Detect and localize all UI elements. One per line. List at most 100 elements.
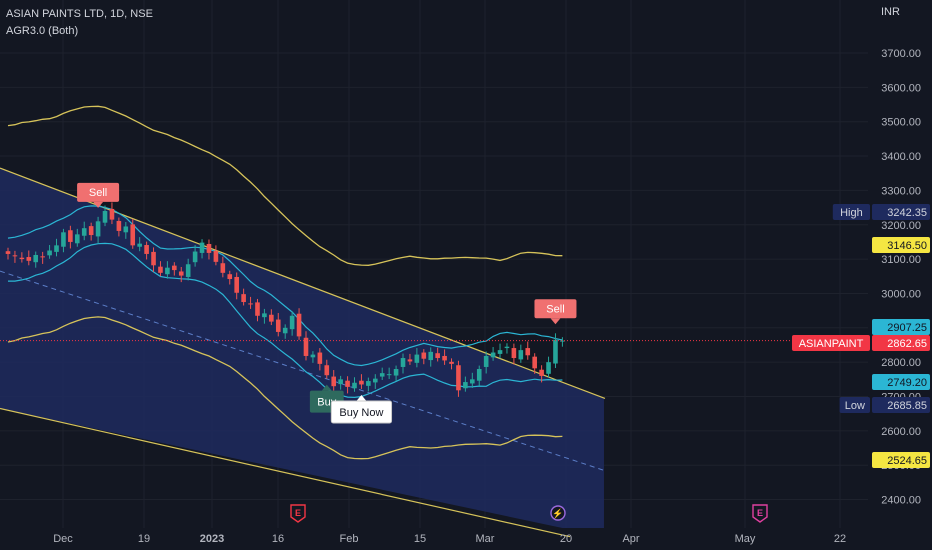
svg-text:⚡: ⚡ xyxy=(552,508,563,520)
candle xyxy=(241,288,246,306)
candle xyxy=(206,239,212,260)
candle xyxy=(227,270,233,285)
earnings-icon[interactable]: E xyxy=(752,504,768,523)
candle xyxy=(317,348,323,371)
ma-lower-line xyxy=(7,316,563,460)
candle xyxy=(130,218,136,249)
candle xyxy=(303,331,309,361)
candle xyxy=(470,372,475,388)
last-price: 2862.65 ASIANPAINT xyxy=(792,335,930,351)
price-tick-label: 3600.00 xyxy=(881,82,921,94)
candle xyxy=(359,374,364,389)
time-axis[interactable]: Dec 19 2023 16 Feb 15 Mar 20 Apr May 22 xyxy=(53,533,846,545)
candle xyxy=(393,365,399,382)
svg-text:ASIANPAINT: ASIANPAINT xyxy=(799,338,864,350)
candle xyxy=(324,359,330,379)
ma-envelope-lines xyxy=(7,105,563,460)
candle xyxy=(310,351,316,363)
candle xyxy=(172,262,177,276)
candle xyxy=(88,222,94,241)
high-label: 3242.35 High xyxy=(832,204,930,220)
price-tick-label: 3700.00 xyxy=(881,48,921,60)
candle xyxy=(137,237,142,252)
candle xyxy=(546,356,551,378)
price-tick-label: 3100.00 xyxy=(881,254,921,266)
bollinger-bands xyxy=(7,205,563,399)
price-tick-label: 3000.00 xyxy=(881,288,921,300)
candle xyxy=(372,374,378,389)
price-tick-label: 3400.00 xyxy=(881,151,921,163)
candle xyxy=(109,202,115,225)
svg-text:2749.20: 2749.20 xyxy=(887,377,927,389)
price-tick-label: 2400.00 xyxy=(881,495,921,507)
candle xyxy=(400,353,406,374)
candle xyxy=(421,349,427,365)
indicator-title[interactable]: AGR3.0 (Both) xyxy=(6,25,79,37)
candle xyxy=(275,313,281,337)
candle xyxy=(366,377,371,392)
candle xyxy=(95,216,101,243)
sell-signal-label: Sell xyxy=(77,182,120,208)
symbol-title[interactable]: ASIAN PAINTS LTD, 1D, NSE xyxy=(6,8,153,20)
time-tick-label: May xyxy=(735,533,756,545)
svg-text:3242.35: 3242.35 xyxy=(887,207,927,219)
candle xyxy=(476,365,482,387)
price-tick-label: 3500.00 xyxy=(881,117,921,129)
split-icon[interactable]: ⚡ xyxy=(550,505,566,521)
candle xyxy=(5,247,11,260)
channel-fill xyxy=(0,168,604,528)
candle xyxy=(192,245,198,267)
candle xyxy=(428,347,434,367)
candle xyxy=(435,347,440,362)
sell-signal-label: Sell xyxy=(534,299,577,325)
price-axis[interactable]: 2400.002500.002600.002700.002800.002900.… xyxy=(881,48,921,507)
svg-text:Buy Now: Buy Now xyxy=(339,407,383,419)
candle xyxy=(165,261,170,279)
candle xyxy=(296,308,302,340)
candle xyxy=(262,308,267,324)
time-tick-label: Dec xyxy=(53,533,73,545)
price-tick-label: 2800.00 xyxy=(881,357,921,369)
candle xyxy=(386,367,392,379)
candle xyxy=(345,376,350,394)
svg-text:High: High xyxy=(840,207,863,219)
candle xyxy=(442,349,447,365)
time-tick-label: 19 xyxy=(138,533,150,545)
band-upper-value: 2907.25 xyxy=(872,319,930,335)
candle xyxy=(511,343,517,365)
svg-text:Sell: Sell xyxy=(546,303,564,315)
candle xyxy=(12,250,18,263)
svg-text:2685.85: 2685.85 xyxy=(887,400,927,412)
candle xyxy=(504,343,510,354)
candle xyxy=(26,250,32,266)
channel-lower-line xyxy=(0,407,571,538)
price-tick-label: 3200.00 xyxy=(881,220,921,232)
channel-mid-line xyxy=(0,270,606,472)
candle xyxy=(553,333,558,368)
candle xyxy=(463,376,468,392)
candle xyxy=(338,375,343,390)
earnings-icon[interactable]: E xyxy=(290,504,306,523)
time-tick-label: 15 xyxy=(414,533,426,545)
price-tick-label: 3300.00 xyxy=(881,185,921,197)
candle xyxy=(54,238,59,257)
candle xyxy=(379,367,385,381)
price-axis-badges: 3242.35 High 3146.50 2907.25 2862.65 ASIANPAI… xyxy=(792,204,930,468)
candle xyxy=(123,222,129,239)
time-tick-label: 2023 xyxy=(200,533,224,545)
candle xyxy=(414,348,420,368)
candle xyxy=(407,353,413,365)
candle xyxy=(289,311,295,336)
candle xyxy=(75,228,80,247)
candle xyxy=(81,221,87,241)
band-lower-line xyxy=(8,242,563,399)
candlesticks xyxy=(5,202,565,397)
time-tick-label: 20 xyxy=(560,533,572,545)
ma-upper-value: 3146.50 xyxy=(872,237,930,253)
time-tick-label: Mar xyxy=(476,533,495,545)
svg-text:Low: Low xyxy=(845,400,865,412)
buy-signal-label: Buy Now xyxy=(330,394,393,424)
candle xyxy=(33,251,39,268)
